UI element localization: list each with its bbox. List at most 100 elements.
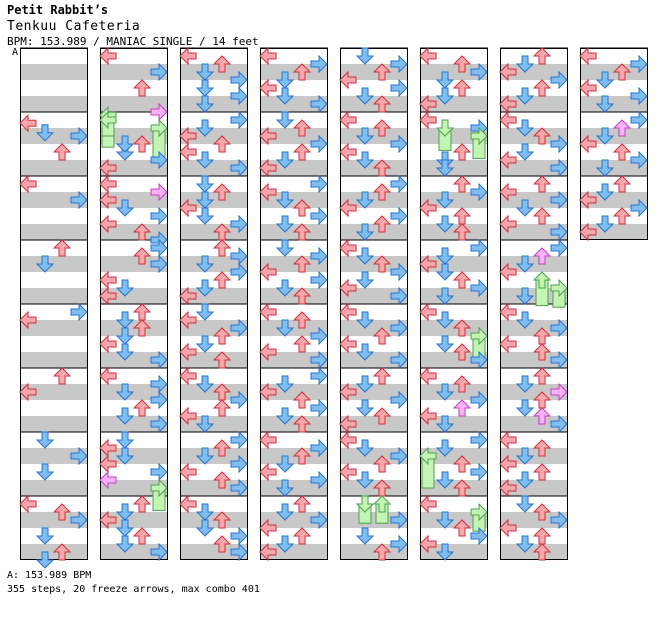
beat-band [340,192,408,208]
step-arrow [115,407,135,425]
beat-band [180,160,248,176]
step-arrow [115,431,135,449]
beat-band [420,96,488,112]
step-arrow [435,215,455,233]
step-arrow [212,239,232,257]
step-arrow [310,398,328,418]
step-arrow [339,414,357,434]
beat-band [100,192,168,208]
step-arrow [470,430,488,450]
step-arrow [595,127,615,145]
beat-band [20,256,88,272]
step-arrow [132,495,152,513]
step-arrow [310,366,328,386]
step-arrow [515,399,535,417]
step-arrow [419,534,437,554]
step-arrow [532,207,552,225]
step-arrow [292,311,312,329]
step-arrow [515,375,535,393]
step-arrow [550,382,568,402]
step-arrow [115,343,135,361]
step-arrow [470,126,488,146]
step-arrow [195,95,215,113]
step-arrow [532,247,552,265]
step-arrow [515,143,535,161]
step-arrow [515,447,535,465]
step-arrow [115,327,135,345]
step-arrow [150,254,168,274]
step-arrow [275,479,295,497]
step-arrow [499,214,517,234]
step-arrow [515,535,535,553]
step-arrow [275,375,295,393]
beat-band [260,128,328,144]
beat-band [100,256,168,272]
step-arrow [70,190,88,210]
step-arrow [259,462,277,482]
step-arrow [499,478,517,498]
step-arrow [612,175,632,193]
step-arrow [259,158,277,178]
step-arrow [310,438,328,458]
step-arrow [499,62,517,82]
step-arrow [275,239,295,257]
step-arrow [339,382,357,402]
step-arrow [372,495,392,513]
step-arrow [275,111,295,129]
step-arrow [390,286,408,306]
step-arrow [292,255,312,273]
step-arrow [230,158,248,178]
step-arrow [419,254,437,274]
step-arrow [259,342,277,362]
step-arrow [310,350,328,370]
step-arrow [195,207,215,225]
step-arrow [230,246,248,266]
step-arrow [115,535,135,553]
beat-band [340,448,408,464]
step-arrow [275,503,295,521]
step-arrow [115,199,135,217]
beat-band [180,128,248,144]
step-arrow [132,223,152,241]
step-arrow [355,87,375,105]
beat-band [20,96,88,112]
step-arrow [35,124,55,142]
beat-band [340,384,408,400]
step-arrow [355,399,375,417]
step-arrow [355,223,375,241]
step-arrow [132,135,152,153]
step-arrow [275,191,295,209]
step-arrow [99,470,117,490]
step-arrow [259,78,277,98]
beat-band [100,128,168,144]
step-arrow [259,430,277,450]
beat-band [180,96,248,112]
step-arrow [452,143,472,161]
step-arrow [515,87,535,105]
step-arrow [19,174,37,194]
beat-band [420,192,488,208]
step-arrow [630,198,648,218]
beat-band [260,544,328,560]
step-arrow [99,366,117,386]
step-arrow [419,46,437,66]
beat-band [20,416,88,432]
beat-band [500,160,568,176]
step-arrow [452,519,472,537]
step-arrow [372,543,392,561]
step-arrow [292,391,312,409]
step-arrow [435,543,455,561]
beat-band [580,224,648,240]
step-arrow [550,414,568,434]
step-arrow [532,463,552,481]
step-arrow [499,302,517,322]
step-arrow [230,542,248,562]
step-arrow [372,183,392,201]
beat-band [260,192,328,208]
step-arrow [275,71,295,89]
step-arrow [470,182,488,202]
step-arrow [99,454,117,474]
step-arrow [452,55,472,73]
step-arrow [515,311,535,329]
step-arrow [19,382,37,402]
